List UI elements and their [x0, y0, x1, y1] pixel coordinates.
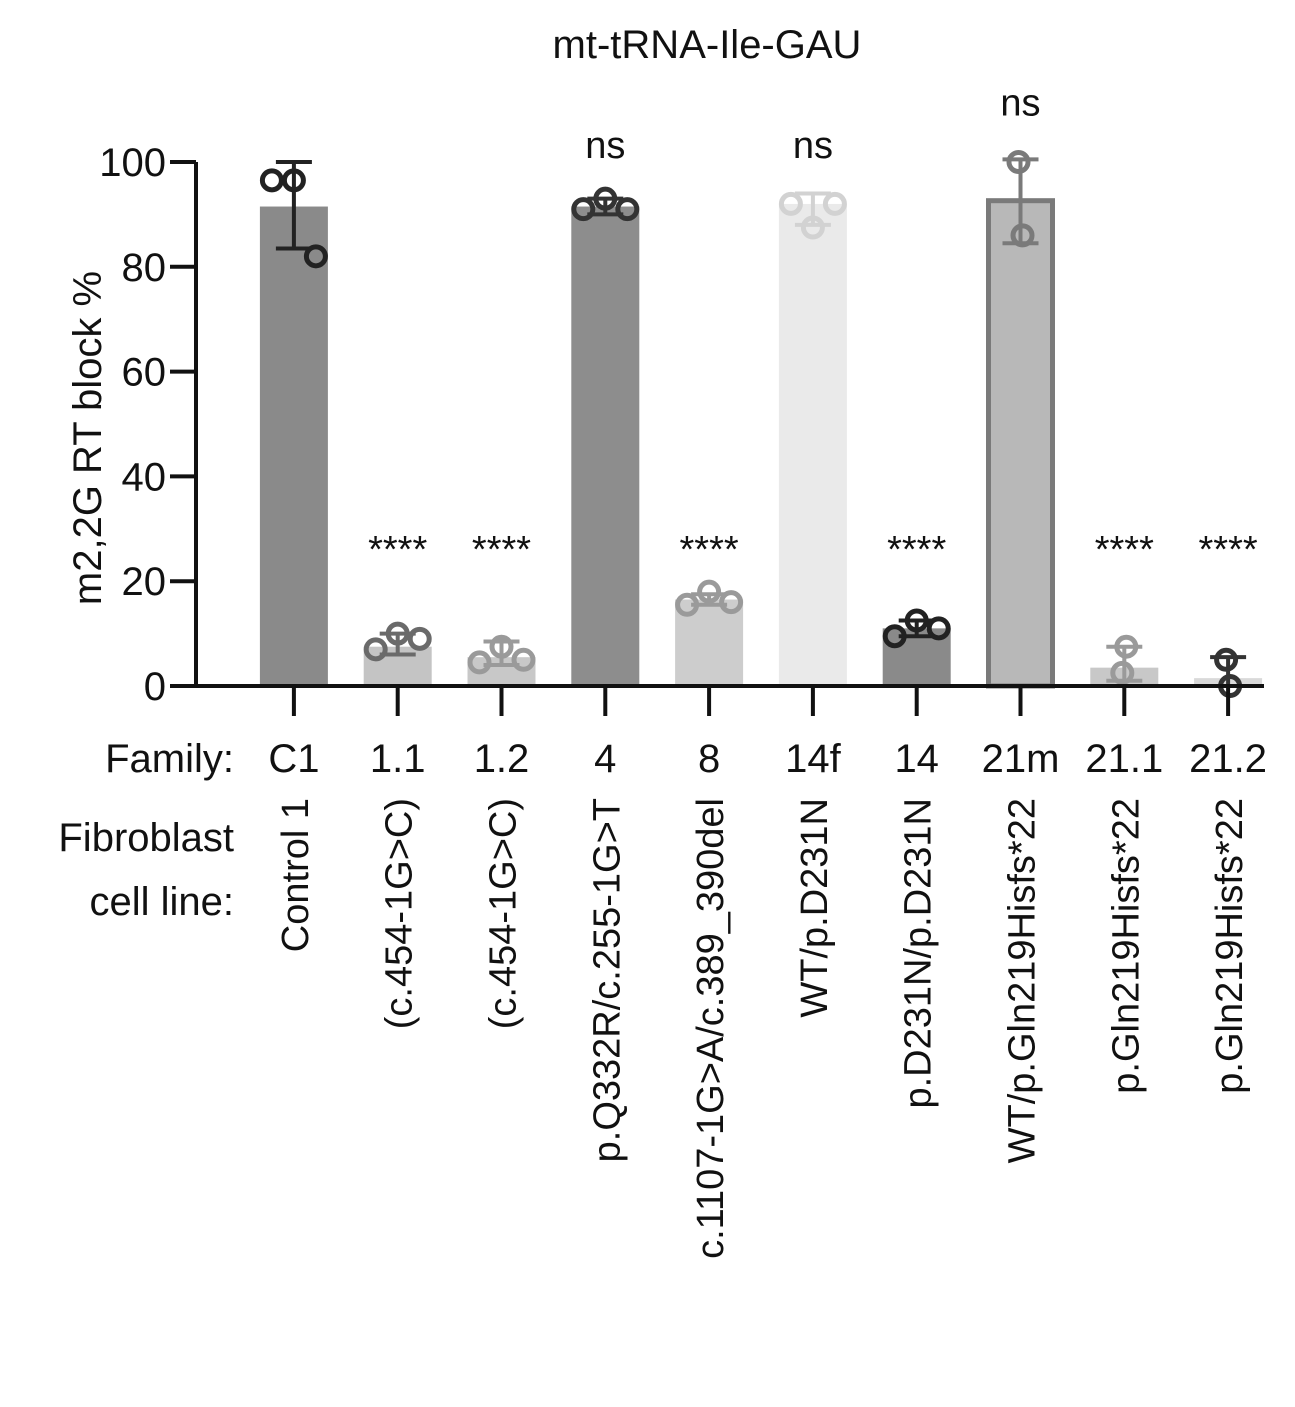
- significance-label: ****: [1199, 529, 1258, 571]
- significance-label: ****: [887, 529, 946, 571]
- bar: [986, 198, 1055, 689]
- y-tick-label: 20: [122, 560, 167, 604]
- cell-line-label: p.Gln219Hisfs*22: [1209, 798, 1251, 1094]
- cell-line-label: c.1107-1G>A/c.389_390del: [690, 798, 732, 1259]
- bars: [259, 198, 1263, 689]
- error-bars: [275, 157, 1247, 688]
- data-point: [1214, 647, 1239, 672]
- bar: [778, 203, 847, 687]
- data-points: [259, 150, 1243, 698]
- cell-line-label: p.D231N/p.D231N: [898, 798, 940, 1109]
- data-point: [904, 608, 929, 633]
- cell-line-labels: Control 1 (c.454-1G>C) (c.454-1G>C) p.Q332R…: [275, 798, 1251, 1259]
- family-label: 21.1: [1085, 737, 1163, 781]
- bar: [259, 206, 328, 687]
- significance-label: ns: [1000, 82, 1040, 124]
- y-tick-label: 100: [99, 141, 166, 185]
- family-row-label: Family:: [105, 737, 234, 781]
- family-label: 1.1: [370, 737, 426, 781]
- cell-line-label: (c.454-1G>C): [483, 798, 525, 1029]
- data-point: [675, 592, 700, 617]
- cell-line-label: p.Gln219Hisfs*22: [1105, 798, 1147, 1094]
- data-point: [511, 647, 536, 672]
- data-point: [822, 191, 847, 216]
- family-label: 4: [594, 737, 616, 781]
- family-labels: C1 1.1 1.2 4 8 14f 14 21m 21.1 21.2: [268, 737, 1267, 781]
- family-label: 21m: [982, 737, 1060, 781]
- data-point: [281, 168, 306, 193]
- x-axis: [194, 684, 1264, 716]
- significance-label: ****: [680, 529, 739, 571]
- data-point: [1010, 223, 1035, 248]
- data-point: [467, 650, 492, 675]
- data-point: [593, 186, 618, 211]
- data-point: [719, 590, 744, 615]
- family-label: 14f: [785, 737, 841, 781]
- cell-line-row-label-1: Fibroblast: [58, 816, 234, 860]
- chart-title: mt-tRNA-Ile-GAU: [553, 23, 862, 67]
- data-point: [489, 634, 514, 659]
- y-axis-label: m2,2G RT block %: [66, 271, 110, 605]
- data-point: [407, 626, 432, 651]
- data-point: [926, 616, 951, 641]
- cell-line-label: WT/p.Gln219Hisfs*22: [1002, 798, 1044, 1163]
- family-label: C1: [268, 737, 319, 781]
- significance-label: ****: [368, 529, 427, 571]
- data-point: [697, 579, 722, 604]
- y-axis: 0 20 40 60 80 100: [99, 141, 198, 709]
- cell-line-label: Control 1: [275, 798, 317, 952]
- data-point: [259, 168, 284, 193]
- data-point: [1006, 150, 1031, 174]
- data-point: [1110, 660, 1135, 685]
- family-label: 21.2: [1189, 737, 1267, 781]
- data-point: [303, 244, 328, 269]
- data-point: [1114, 634, 1139, 659]
- data-point: [385, 621, 410, 646]
- significance-labels: **** **** ns **** ns **** ns **** ****: [368, 82, 1258, 571]
- data-point: [571, 197, 596, 222]
- cell-line-label: WT/p.D231N: [794, 798, 836, 1018]
- significance-label: ****: [472, 529, 531, 571]
- y-tick-label: 0: [144, 665, 166, 709]
- cell-line-label: (c.454-1G>C): [379, 798, 421, 1029]
- data-point: [778, 191, 803, 216]
- bar: [571, 206, 640, 687]
- significance-label: ns: [793, 125, 833, 167]
- data-point: [800, 215, 825, 240]
- family-label: 1.2: [474, 737, 530, 781]
- significance-label: ns: [585, 125, 625, 167]
- data-point: [615, 197, 640, 222]
- data-point: [363, 637, 388, 662]
- y-tick-label: 40: [122, 455, 167, 499]
- y-tick-label: 60: [122, 351, 167, 395]
- y-tick-label: 80: [122, 246, 167, 290]
- cell-line-row-label-2: cell line:: [89, 880, 234, 924]
- family-label: 14: [894, 737, 939, 781]
- cell-line-label: p.Q332R/c.255-1G>T: [586, 798, 628, 1162]
- data-point: [882, 624, 907, 649]
- family-label: 8: [698, 737, 720, 781]
- significance-label: ****: [1095, 529, 1154, 571]
